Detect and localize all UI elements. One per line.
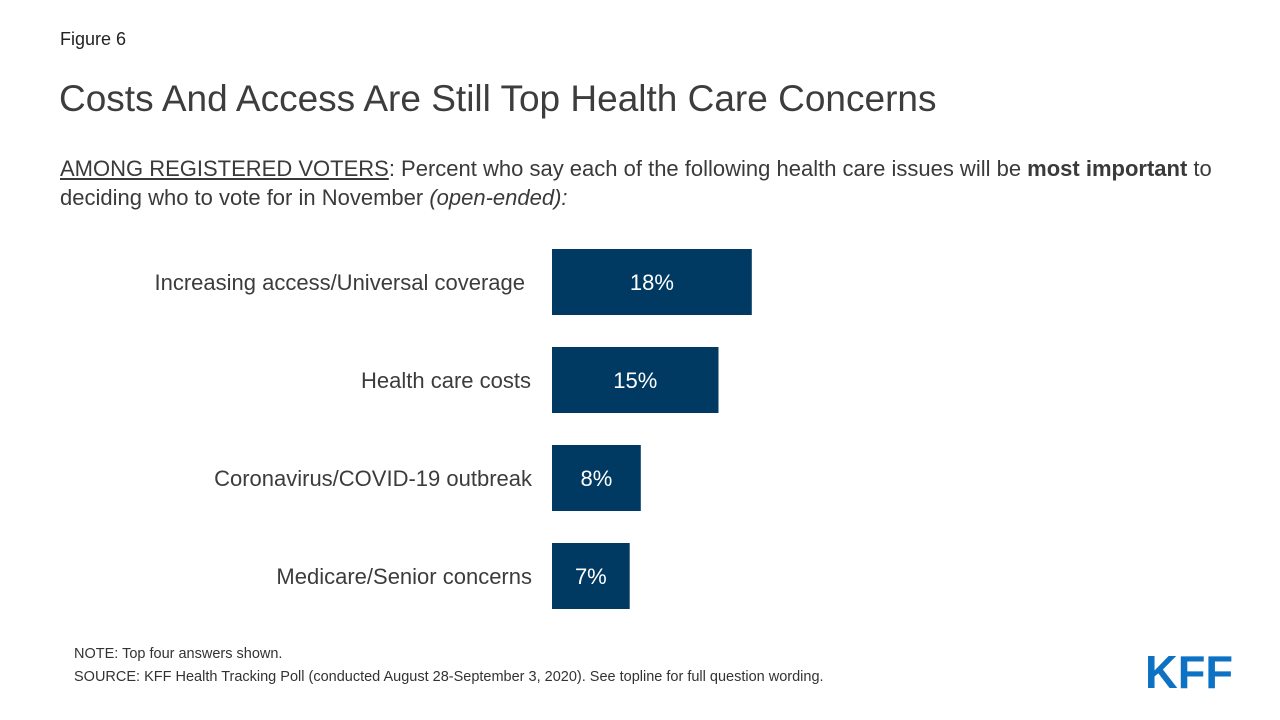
bar-value-label: 7%: [575, 564, 607, 589]
chart-subtitle: AMONG REGISTERED VOTERS: Percent who say…: [60, 154, 1220, 212]
chart-source: SOURCE: KFF Health Tracking Poll (conduc…: [74, 669, 824, 685]
kff-logo-text: KFF: [1145, 651, 1233, 691]
bar: [552, 543, 630, 609]
category-label: Coronavirus/COVID-19 outbreak: [214, 466, 533, 491]
category-label: Medicare/Senior concerns: [276, 564, 532, 589]
bar-value-label: 15%: [613, 368, 657, 393]
subtitle-lead: AMONG REGISTERED VOTERS: [60, 156, 389, 181]
subtitle-text-2: to deciding who to vote for in November: [60, 156, 1212, 210]
subtitle-text-1: : Percent who say each of the following …: [388, 156, 1028, 181]
bar: [552, 249, 752, 315]
bar-chart: Increasing access/Universal coverage 18% H…: [154, 249, 752, 609]
category-label: Health care costs: [361, 368, 531, 393]
bar-value-label: 18%: [630, 270, 674, 295]
bar: [552, 347, 719, 413]
figure-label: Figure 6: [60, 29, 127, 49]
chart-title: Costs And Access Are Still Top Health Ca…: [59, 78, 937, 119]
subtitle-bold: most important: [1027, 156, 1188, 181]
kff-logo: KFF: [1145, 651, 1233, 691]
bar-value-label: 8%: [581, 466, 613, 491]
category-label: Increasing access/Universal coverage: [154, 270, 525, 295]
chart-note: NOTE: Top four answers shown.: [74, 646, 283, 662]
subtitle-italic: (open-ended):: [429, 185, 568, 210]
bar: [552, 445, 641, 511]
